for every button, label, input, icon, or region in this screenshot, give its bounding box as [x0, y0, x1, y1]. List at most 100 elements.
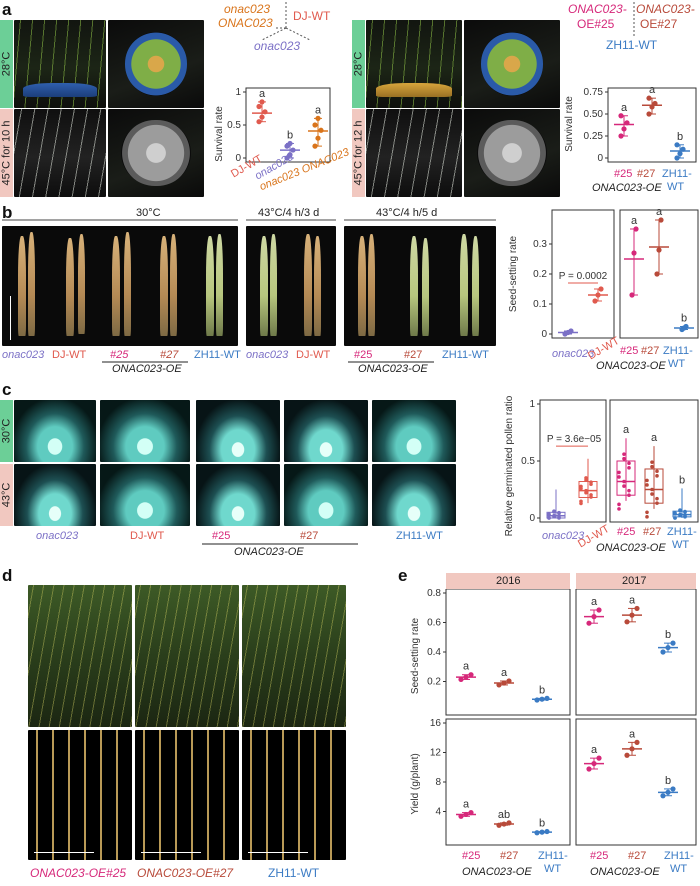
a-left-1-letter: b — [287, 129, 293, 141]
b-label-25-5d: #25 — [354, 349, 373, 361]
e-1-1-2-point-2 — [670, 786, 676, 792]
c-right-2-point-11 — [683, 514, 687, 518]
c-right-1-point-5 — [655, 501, 659, 505]
chart-a-right-frame — [607, 87, 697, 163]
b-yticklabel-2: 0.2 — [533, 269, 547, 280]
c-left-0-point-6 — [547, 516, 551, 520]
b-label-25: #25 — [110, 349, 129, 361]
c-temp-43: 43°C — [0, 464, 13, 526]
c-right-2-letter: b — [679, 474, 685, 486]
photo-c-30-2 — [100, 400, 190, 462]
chart-b-ylabel: Seed-setting rate — [508, 235, 519, 312]
c-left-1-point-7 — [584, 476, 588, 480]
b-label-27: #27 — [160, 349, 179, 361]
e-0-yticklabel-2: 0.6 — [427, 618, 441, 629]
photo-d-panicles-25 — [28, 730, 132, 860]
c-temp-30: 30°C — [0, 400, 13, 462]
c-right-1-point-8 — [655, 469, 659, 474]
photo-c-30-4 — [284, 400, 368, 462]
e-1-0-1-letter: ab — [498, 809, 510, 821]
e-0-1-0-letter: a — [591, 596, 598, 608]
a-right-xtick-3: ZH11- — [662, 168, 692, 180]
a-right-xtick-2: #27 — [637, 168, 656, 180]
chart-a-right-ylabel: Survival rate — [564, 96, 575, 152]
c-right-1-point-4 — [650, 492, 654, 496]
e-0-yticklabel-0: 0.2 — [427, 677, 441, 688]
chart-e-bottom-left-frame — [445, 718, 571, 846]
a-right-1-letter: a — [649, 84, 656, 96]
c-right-1-point-9 — [645, 478, 649, 483]
c-right-0-point-3 — [617, 475, 621, 479]
e-0-1-1-point-2 — [634, 605, 640, 612]
legend-onac023-line2: ONAC023 — [218, 16, 273, 30]
c-right-2-point-7 — [678, 508, 682, 512]
c-right-1-letter: a — [651, 432, 658, 444]
c-right-0-point-5 — [627, 493, 631, 497]
c-right-0-point-1 — [622, 456, 626, 461]
e-0-1-2-point-0 — [660, 649, 666, 655]
d-label-27: ONAC023-OE#27 — [137, 866, 234, 880]
photo-a-left-28-side — [14, 20, 106, 108]
e-xtick-zh11-2017: ZH11- — [664, 850, 694, 862]
c-right-0-point-10 — [622, 479, 626, 484]
c-right-1-point-1 — [650, 464, 654, 469]
c-left-0-point-9 — [547, 512, 551, 516]
c-right-2-point-10 — [678, 512, 682, 517]
a-left-yticklabel-0: 0 — [235, 153, 241, 164]
b-cond-3d: 43°C/4 h/3 d — [258, 207, 320, 219]
c-oe-line — [202, 543, 358, 545]
chart-e: Seed-setting rate Yield (g/plant) 0.2 0.4… — [410, 589, 697, 846]
e-1-1-1-point-2 — [634, 739, 640, 745]
c-label-onac023: onac023 — [36, 530, 79, 542]
photo-d-panicles-zh11 — [242, 730, 346, 860]
b-yticklabel-0: 0 — [541, 329, 547, 340]
legend-onac023-line1: onac023 — [224, 2, 271, 16]
photo-a-right-28-side — [366, 20, 462, 108]
c-right-0-point-2 — [627, 466, 631, 470]
b-yticklabel-1: 0.1 — [533, 299, 547, 310]
chart-a-left: Survival rate 0 0.5 1 a b a — [214, 87, 331, 164]
e-xtick-25-2016: #25 — [462, 850, 481, 862]
c-left-1-point-9 — [579, 484, 583, 489]
photo-d-field-27 — [135, 585, 239, 727]
b-right-2-letter: b — [681, 313, 687, 325]
b-right-1-letter: a — [656, 206, 663, 218]
photo-a-right-45-top — [464, 109, 560, 197]
a-left-0-letter: a — [259, 88, 266, 100]
temp-bar-45-right: 45°C for 12 h — [352, 109, 365, 197]
b-label-27-5d: #27 — [404, 349, 423, 361]
c-yticklabel-2: 1 — [529, 399, 535, 410]
c-right-0-box — [616, 460, 636, 496]
e-1-1-2-point-0 — [660, 793, 666, 799]
e-0-yticklabel-1: 0.4 — [427, 647, 441, 658]
photo-a-left-45-top — [108, 109, 204, 197]
c-right-1-box — [644, 468, 664, 504]
photo-a-right-28-top — [464, 20, 560, 108]
photo-a-left-45-side — [14, 109, 106, 197]
c-left-0-point-8 — [557, 510, 561, 515]
a-right-xtick-3b: WT — [667, 181, 685, 193]
e-1-yticklabel-0: 4 — [435, 807, 441, 818]
photo-d-field-zh11 — [242, 585, 346, 727]
a-left-2-letter: a — [315, 104, 322, 116]
legend-onac023-mutant: onac023 — [254, 39, 301, 53]
b-label-onac023-3d: onac023 — [246, 349, 289, 361]
photo-b-3d — [246, 226, 336, 346]
a-left-2-point-3 — [312, 122, 318, 128]
panel-b-label: b — [2, 203, 13, 222]
chart-c: Relative germinated pollen ratio 0 0.5 1 P … — [504, 396, 699, 536]
c-right-0-point-8 — [627, 461, 631, 466]
c-left-1-point-10 — [584, 488, 588, 493]
b-yticklabel-3: 0.3 — [533, 239, 547, 250]
c-oe-group: ONAC023-OE — [234, 546, 304, 558]
c-label-djwt: DJ-WT — [130, 530, 165, 542]
e-1-1-1-letter: a — [629, 728, 636, 740]
e-1-1-2-letter: b — [665, 775, 671, 787]
a-right-xtick-1: #25 — [614, 168, 633, 180]
c-right-0-point-11 — [627, 488, 631, 493]
e-0-1-1-point-0 — [624, 619, 630, 625]
c-right-1-point-10 — [650, 487, 654, 492]
e-1-1-1-point-0 — [624, 752, 630, 758]
b-chart-xtick-5b: WT — [668, 358, 686, 370]
photo-a-right-45-side — [366, 109, 462, 197]
